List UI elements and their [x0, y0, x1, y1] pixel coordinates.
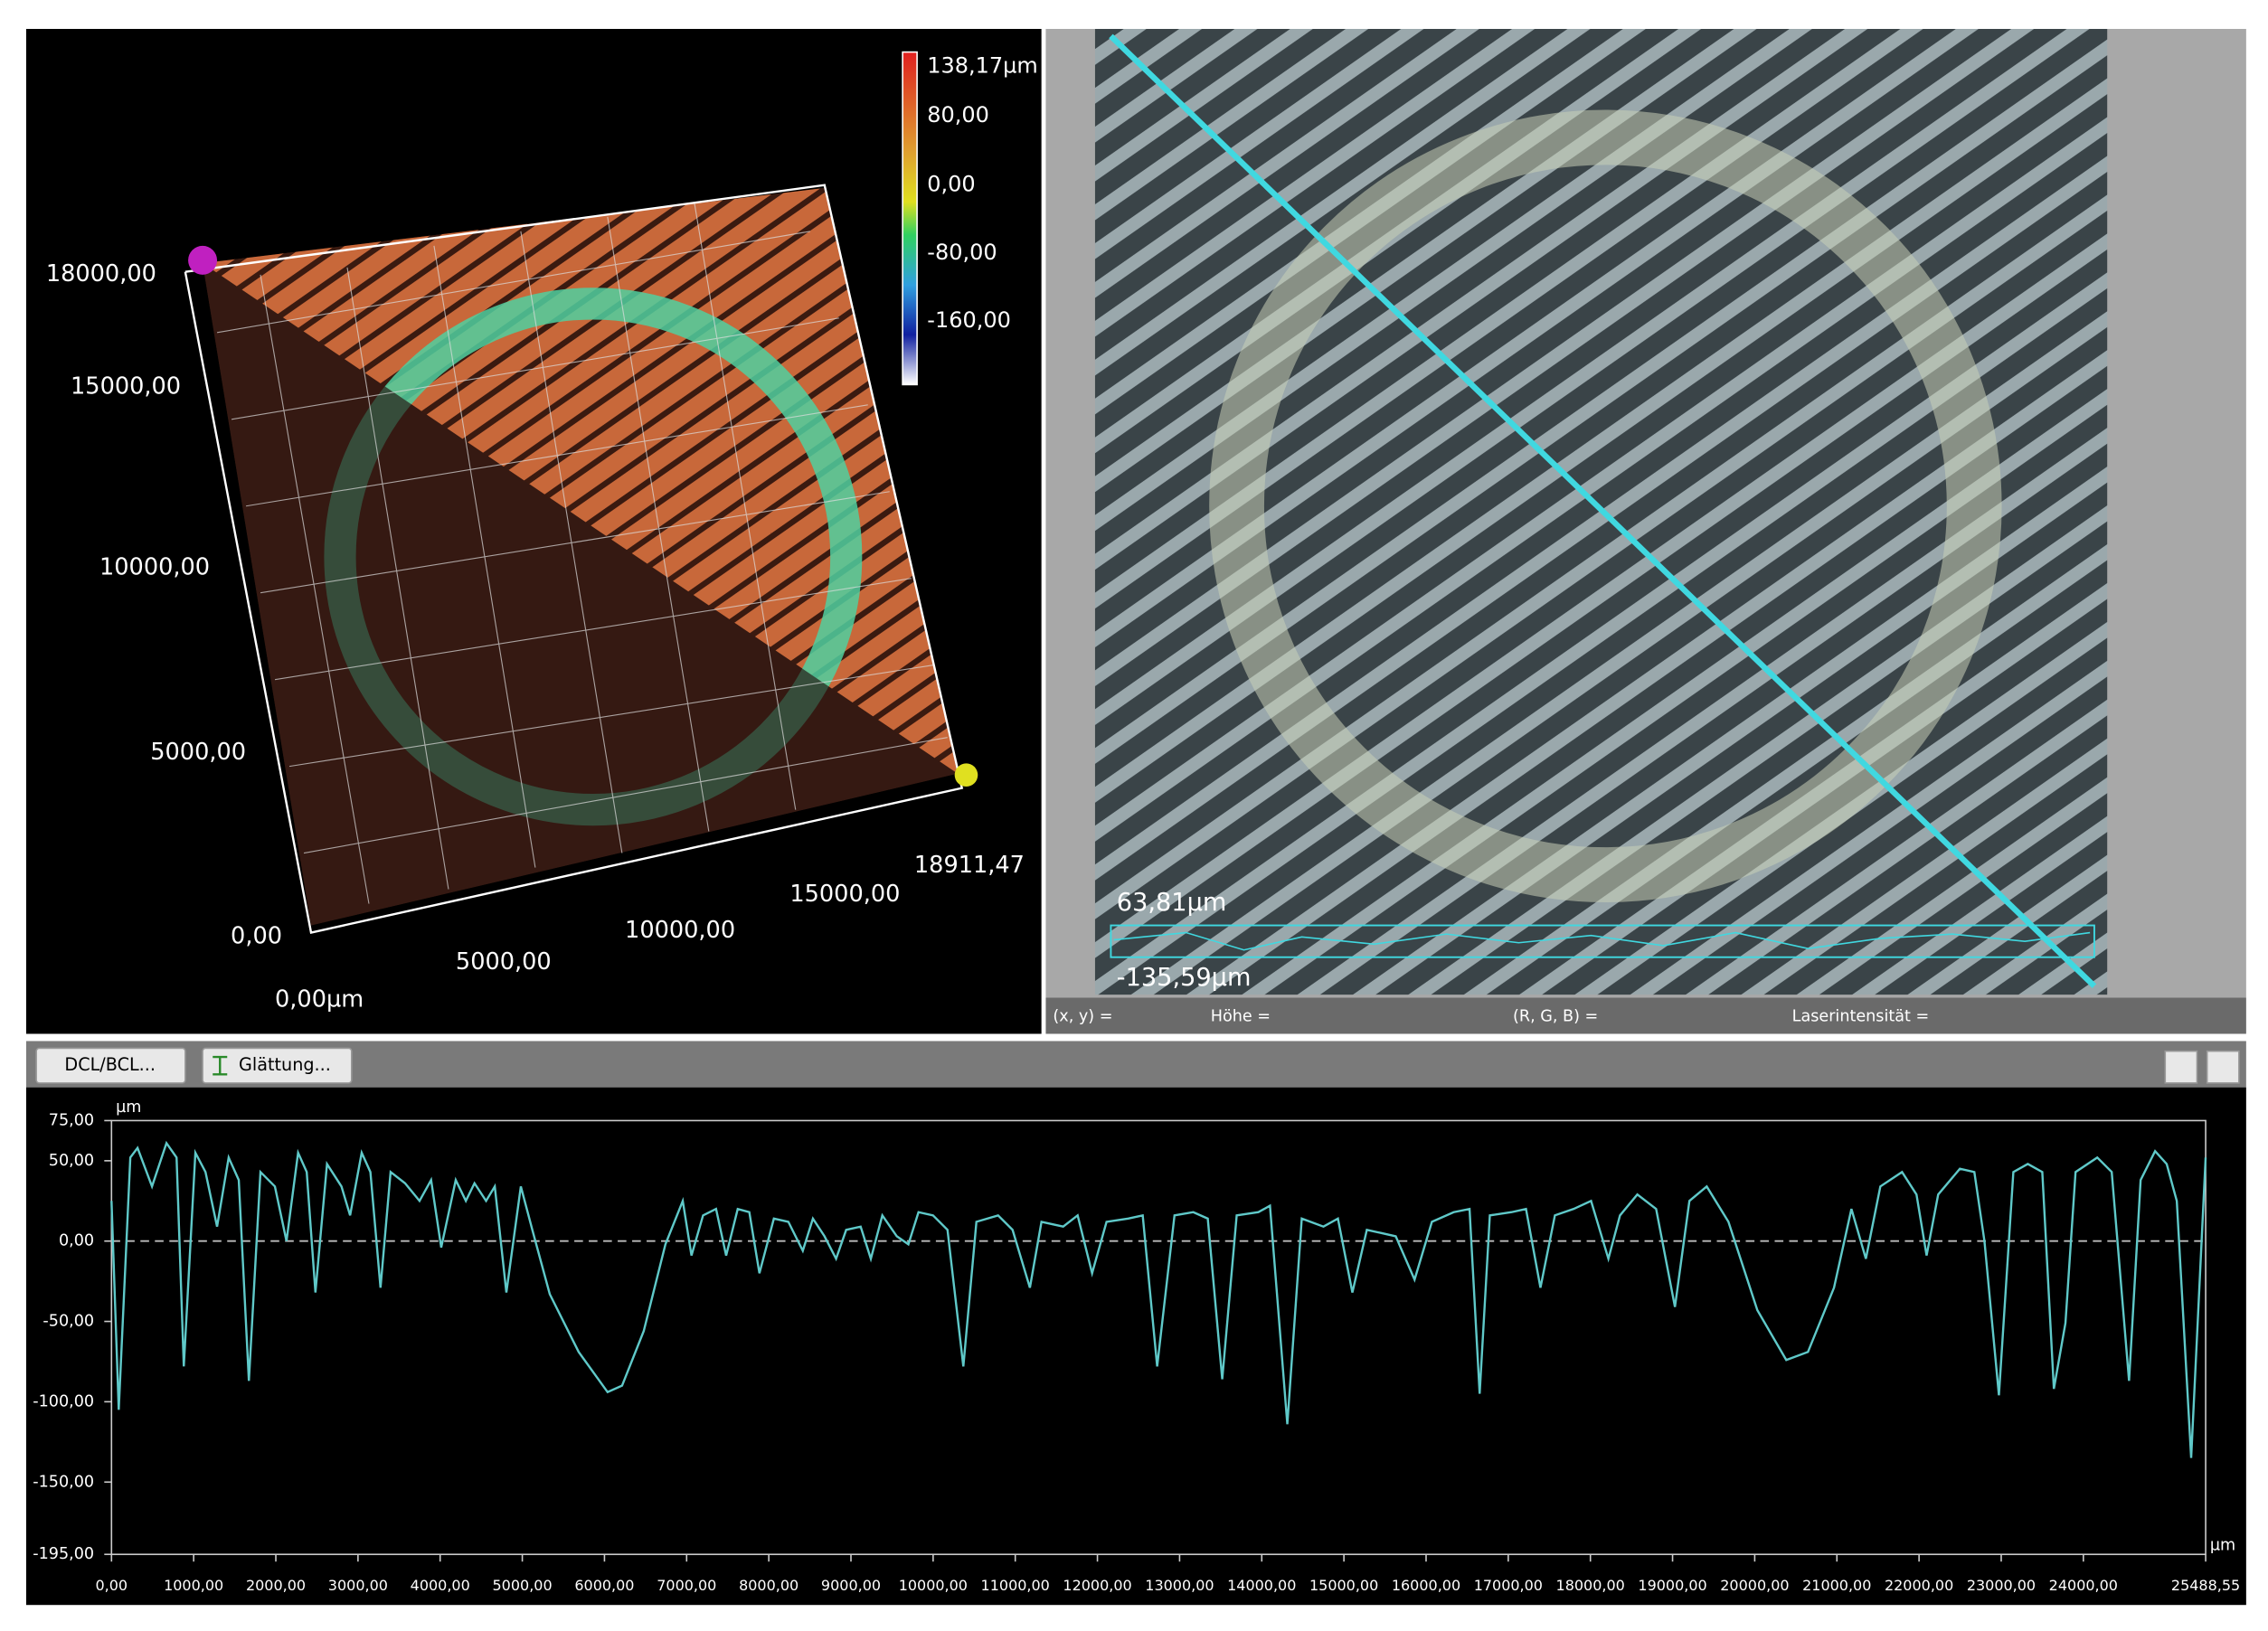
x-tick-label: 16000,00: [1392, 1577, 1460, 1594]
axis-label: 18911,47: [914, 852, 1025, 879]
x-tick-label: 18000,00: [1556, 1577, 1625, 1594]
x-tick-label: 13000,00: [1145, 1577, 1214, 1594]
colorbar-labels: 138,17µm 80,00 0,00 -80,00 -160,00: [927, 53, 1037, 333]
axis-label: 10000,00: [99, 554, 210, 581]
minimize-button[interactable]: [2164, 1050, 2198, 1084]
mini-profile-box: [1110, 924, 2095, 958]
axis-label: 18000,00: [46, 260, 156, 288]
y-tick-label: -195,00: [33, 1545, 94, 1563]
x-tick-label: 20000,00: [1720, 1577, 1789, 1594]
ring: [1209, 109, 2002, 902]
profile-chart: µm µm 75,00 50,00 0,00 -50,00 -100,00 -150,00…: [25, 1087, 2246, 1606]
x-unit: µm: [2210, 1537, 2235, 1555]
axis-label: 0,00µm: [275, 986, 364, 1013]
colorbar-label: 80,00: [927, 102, 989, 127]
colorbar-label: -160,00: [927, 307, 1011, 333]
button[interactable]: [202, 1047, 353, 1084]
mini-profile: [1113, 931, 2091, 951]
y-tick-label: 0,00: [59, 1232, 94, 1250]
x-tick-label: 9000,00: [821, 1577, 881, 1594]
x-tick-label: 7000,00: [657, 1577, 716, 1594]
view-3d: 18000,00 15000,00 10000,00 5000,00 0,00 …: [25, 28, 1042, 1034]
end-marker: [954, 763, 978, 787]
plot-frame: [110, 1119, 2207, 1556]
axis-label: 15000,00: [71, 373, 181, 401]
status-fields: (x, y) = Höhe = (R, G, B) = Laserintensi…: [1053, 1007, 1929, 1025]
x-tick-label: 23000,00: [1967, 1577, 2036, 1594]
grid-3d: [216, 202, 948, 904]
y-tick-label: 75,00: [49, 1111, 94, 1129]
x-tick-label: 0,00: [96, 1577, 128, 1594]
status-field: Laserintensität =: [1792, 1007, 1930, 1025]
status-field: (x, y) =: [1053, 1007, 1112, 1025]
y-unit: µm: [116, 1098, 141, 1117]
x-tick-label: 11000,00: [981, 1577, 1050, 1594]
y-tick-label: -100,00: [33, 1392, 94, 1410]
smooth-icon: [213, 1055, 228, 1076]
x-tick-label: 25488,55: [2171, 1577, 2240, 1594]
button[interactable]: [35, 1047, 186, 1084]
axis-labels-3d: 18000,00 15000,00 10000,00 5000,00 0,00 …: [46, 260, 1025, 1013]
axis-label: 5000,00: [456, 948, 552, 976]
x-tick-label: 5000,00: [493, 1577, 553, 1594]
profile-line: [110, 1140, 2207, 1458]
x-tick-label: 17000,00: [1474, 1577, 1543, 1594]
profile-line: [1109, 33, 2097, 989]
surface-frame: [184, 184, 964, 934]
x-tick-label: 12000,00: [1063, 1577, 1131, 1594]
status-field: Höhe =: [1211, 1007, 1271, 1025]
colorbar: [902, 51, 918, 386]
x-tick-label: 22000,00: [1885, 1577, 1953, 1594]
x-tick-label: 4000,00: [411, 1577, 470, 1594]
profile-min-label: -135,59µm: [1117, 964, 1252, 992]
x-tick-label: 8000,00: [739, 1577, 799, 1594]
button-label[interactable]: DCL/BCL...: [64, 1054, 156, 1075]
axis-label: 5000,00: [150, 739, 246, 766]
start-marker: [188, 245, 218, 275]
colorbar-label: 138,17µm: [927, 53, 1037, 79]
x-tick-label: 21000,00: [1802, 1577, 1871, 1594]
axis-label: 10000,00: [625, 917, 735, 944]
x-tick-label: 10000,00: [899, 1577, 968, 1594]
x-tick-label: 14000,00: [1227, 1577, 1296, 1594]
axis-label: 0,00: [231, 922, 282, 949]
button-label[interactable]: Glättung...: [239, 1054, 331, 1075]
micrograph: [1094, 28, 2108, 995]
x-tick-label: 6000,00: [574, 1577, 634, 1594]
status-bar: [1045, 997, 2246, 1034]
y-tick-label: 50,00: [49, 1152, 94, 1170]
axis-label: 15000,00: [789, 881, 900, 908]
maximize-button[interactable]: [2206, 1050, 2240, 1084]
toolbar: DCL/BCL... Glättung...: [25, 1041, 2246, 1088]
x-tick-label: 2000,00: [246, 1577, 306, 1594]
x-tick-label: 15000,00: [1309, 1577, 1378, 1594]
colorbar-label: -80,00: [927, 240, 997, 265]
profile-max-label: 63,81µm: [1117, 889, 1227, 917]
x-tick-label: 3000,00: [328, 1577, 388, 1594]
image-view: 63,81µm -135,59µm (x, y) = Höhe = (R, G,…: [1045, 28, 2246, 1034]
toolbar-bg: [25, 1041, 2246, 1088]
chart-bg: [25, 1087, 2246, 1606]
x-tick-label: 1000,00: [164, 1577, 223, 1594]
y-tick-label: -150,00: [33, 1473, 94, 1491]
surface-top: [203, 187, 958, 774]
y-tick-label: -50,00: [43, 1313, 94, 1331]
colorbar-label: 0,00: [927, 172, 975, 197]
status-field: (R, G, B) =: [1513, 1007, 1598, 1025]
x-tick-label: 24000,00: [2049, 1577, 2118, 1594]
x-tick-label: 19000,00: [1638, 1577, 1706, 1594]
